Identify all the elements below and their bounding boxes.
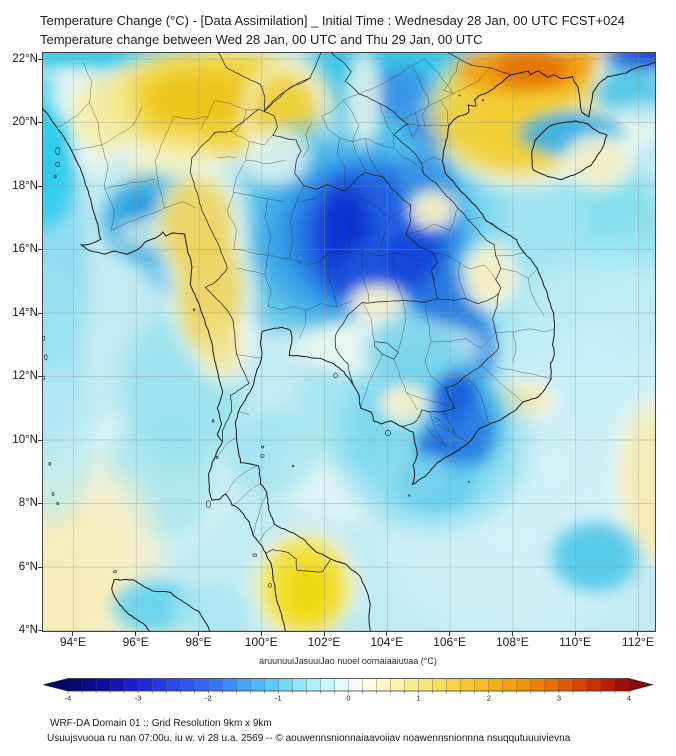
svg-text:0: 0 xyxy=(346,694,350,703)
svg-text:-1: -1 xyxy=(275,694,282,703)
svg-text:3: 3 xyxy=(557,694,561,703)
svg-text:1: 1 xyxy=(417,694,421,703)
svg-text:-4: -4 xyxy=(65,694,72,703)
svg-text:-2: -2 xyxy=(205,694,212,703)
svg-text:-3: -3 xyxy=(135,694,142,703)
svg-text:4: 4 xyxy=(627,694,631,703)
svg-text:2: 2 xyxy=(487,694,491,703)
